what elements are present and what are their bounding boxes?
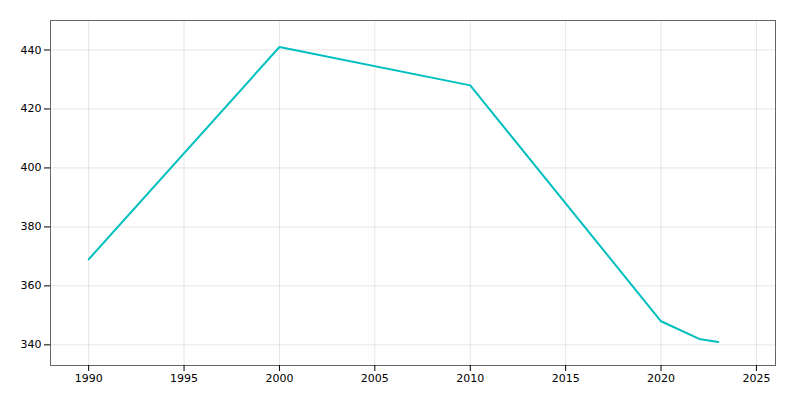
- svg-text:2015: 2015: [552, 372, 580, 385]
- svg-text:400: 400: [21, 161, 42, 174]
- svg-text:2020: 2020: [647, 372, 675, 385]
- svg-text:360: 360: [21, 279, 42, 292]
- svg-text:1995: 1995: [170, 372, 198, 385]
- svg-text:2000: 2000: [265, 372, 293, 385]
- svg-text:380: 380: [21, 220, 42, 233]
- svg-text:340: 340: [21, 338, 42, 351]
- svg-text:2025: 2025: [742, 372, 770, 385]
- svg-text:2005: 2005: [361, 372, 389, 385]
- svg-text:2010: 2010: [456, 372, 484, 385]
- svg-text:440: 440: [21, 44, 42, 57]
- svg-text:420: 420: [21, 102, 42, 115]
- svg-text:1990: 1990: [75, 372, 103, 385]
